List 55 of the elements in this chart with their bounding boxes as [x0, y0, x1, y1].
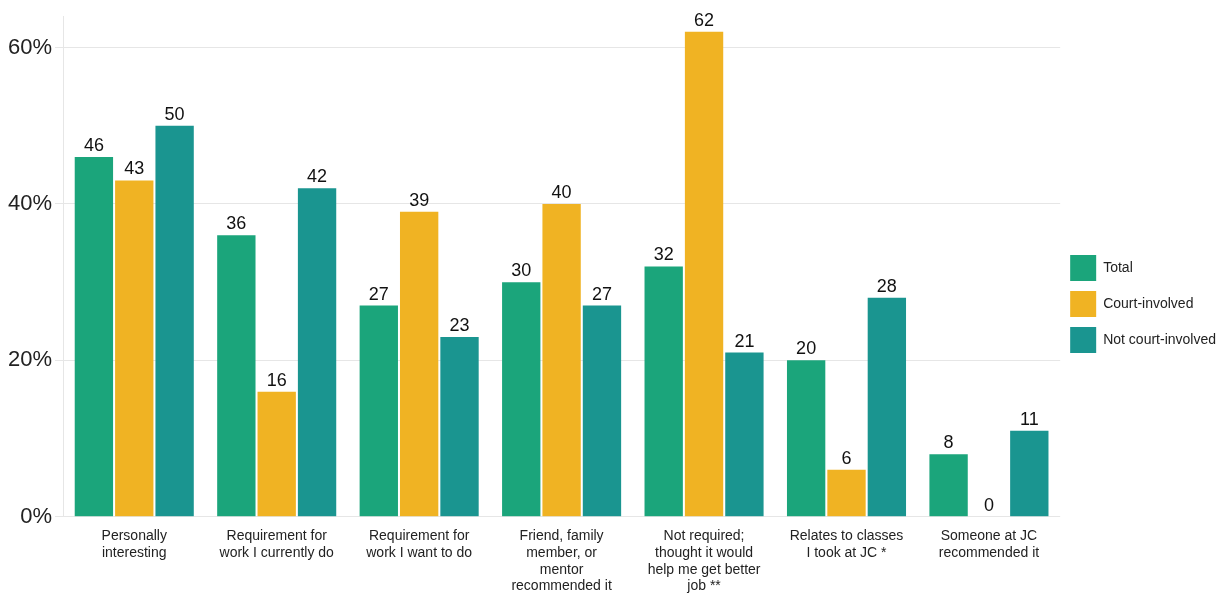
x-tick-label: Not required; thought it would help me get better job ** [647, 527, 761, 594]
data-label: 43 [124, 158, 145, 179]
data-label: 36 [226, 213, 247, 234]
data-label: 27 [591, 283, 612, 304]
y-tick-label: 0% [20, 502, 53, 528]
y-tick-label: 20% [7, 346, 53, 372]
bar [399, 211, 439, 517]
bar [644, 266, 683, 517]
data-label: 46 [83, 134, 104, 155]
bar [725, 352, 764, 517]
bar [74, 156, 114, 517]
bar [1010, 430, 1049, 517]
data-label: 32 [653, 244, 674, 265]
bar [582, 305, 622, 517]
data-label: 40 [551, 181, 572, 202]
bar [929, 454, 968, 517]
bar [155, 125, 194, 517]
bar [502, 282, 541, 517]
data-label: 28 [876, 275, 897, 296]
data-label: 16 [266, 369, 287, 390]
data-label: 50 [164, 103, 185, 124]
data-label: 11 [1019, 408, 1039, 429]
data-label: 20 [796, 338, 817, 359]
x-tick-label: Requirement for work I currently do [218, 527, 335, 560]
data-label: 0 [983, 494, 994, 515]
data-label: 30 [511, 260, 532, 281]
data-label: 23 [449, 314, 470, 335]
bar [684, 31, 724, 517]
legend-label: Court-involved [1103, 294, 1194, 311]
data-label: 6 [841, 447, 852, 468]
data-label: 39 [409, 189, 430, 210]
x-tick-label: Someone at JC recommended it [938, 527, 1040, 560]
bar [542, 203, 581, 517]
bar [440, 336, 479, 517]
bar [359, 305, 398, 517]
data-label: 42 [307, 166, 328, 187]
x-tick-label: Requirement for work I want to do [365, 527, 473, 560]
bar [297, 188, 337, 517]
y-tick-label: 40% [7, 189, 53, 215]
data-label: 62 [694, 9, 715, 30]
data-label: 21 [734, 330, 755, 351]
legend-label: Total [1103, 258, 1133, 275]
data-label: 8 [943, 432, 954, 453]
bar [827, 469, 866, 517]
bar [115, 180, 154, 517]
legend-label: Not court-involved [1103, 330, 1216, 347]
bar [257, 391, 296, 517]
x-tick-label: Friend, family member, or mentor recommended it [511, 527, 612, 594]
data-label: 27 [368, 283, 389, 304]
x-tick-label: Relates to classes I took at JC * [789, 527, 904, 560]
y-tick-label: 60% [7, 33, 53, 59]
bar [867, 297, 907, 517]
bar [786, 360, 826, 517]
bar [217, 235, 256, 517]
x-tick-label: Personally interesting [101, 527, 167, 560]
